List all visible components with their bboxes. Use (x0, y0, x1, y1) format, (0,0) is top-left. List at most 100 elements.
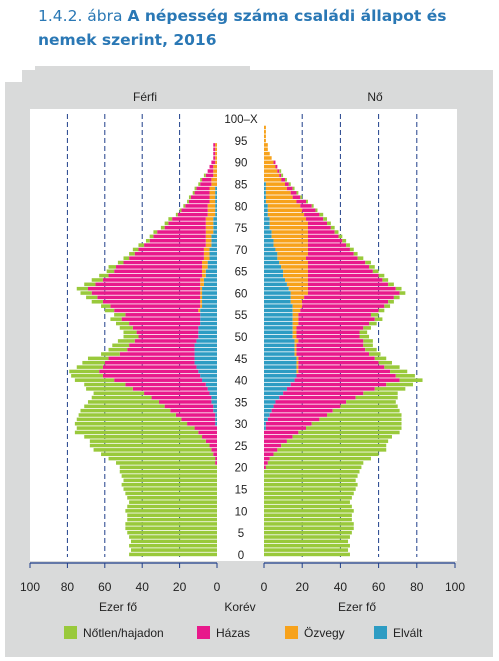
bar-male-single (179, 208, 182, 213)
bar-male-divorced (215, 208, 217, 213)
bar-female-widowed (277, 256, 307, 260)
bar-male-married (190, 195, 210, 199)
x-tick-label-female: 60 (372, 580, 386, 594)
bar-male-single (188, 195, 191, 199)
bar-male-single (183, 204, 186, 208)
bar-male-single (138, 243, 145, 247)
bar-male-widowed (202, 265, 208, 269)
bar-male-married (209, 443, 217, 448)
bar-female-married (307, 269, 373, 274)
bar-male-married (138, 334, 199, 339)
bar-male-single (117, 339, 135, 343)
bar-male-widowed (202, 273, 206, 278)
bar-female-single (370, 313, 379, 317)
bar-female-single (264, 526, 354, 531)
bar-male-divorced (198, 369, 217, 374)
bar-female-single (281, 443, 387, 448)
bar-male-divorced (209, 256, 217, 260)
bar-male-widowed (203, 247, 210, 252)
bar-male-widowed (207, 212, 216, 217)
bar-female-married (307, 243, 347, 247)
bar-male-single (129, 552, 217, 557)
legend: Nőtlen/hajadon Házas Özvegy Elvált (64, 626, 423, 640)
bar-female-married (264, 452, 274, 457)
bar-female-divorced (264, 260, 280, 265)
bar-male-divorced (202, 291, 217, 295)
bar-female-single (264, 500, 350, 504)
bar-female-married (265, 421, 312, 426)
figure-title: 1.4.2. ábra A népesség száma családi áll… (38, 4, 478, 52)
bar-female-widowed (265, 191, 291, 195)
bar-female-single (267, 461, 364, 465)
bar-female-single (264, 548, 349, 552)
bar-female-divorced (264, 313, 293, 317)
bar-male-married (95, 282, 201, 287)
bar-male-married (168, 221, 206, 226)
bar-male-widowed (203, 252, 210, 256)
bar-female-married (302, 299, 389, 304)
bar-male-married (215, 456, 217, 461)
bar-male-single (76, 286, 88, 291)
bar-male-single (123, 330, 137, 335)
legend-swatch-single (64, 626, 77, 639)
bar-male-single (82, 360, 105, 365)
bar-female-widowed (264, 173, 280, 178)
bar-male-divorced (198, 326, 217, 330)
bar-female-single (264, 522, 354, 526)
bar-female-single (369, 352, 381, 356)
legend-swatch-married (197, 626, 210, 639)
bar-female-single (311, 204, 314, 208)
bar-male-divorced (215, 212, 217, 217)
bar-male-single (108, 347, 128, 352)
bar-female-widowed (292, 334, 297, 339)
bar-male-single (117, 260, 124, 265)
x-tick-label-male: 60 (98, 580, 112, 594)
bar-male-divorced (200, 313, 217, 317)
bar-female-widowed (264, 160, 274, 165)
bar-female-divorced (264, 413, 270, 417)
bar-female-married (296, 352, 370, 356)
age-tick-label: 85 (235, 180, 248, 192)
bar-male-married (132, 326, 199, 330)
bar-female-divorced (264, 208, 268, 213)
bar-female-single (264, 478, 356, 483)
x-tick-label-male: 0 (214, 580, 221, 594)
bar-female-single (269, 456, 371, 461)
x-tick-label-male: 100 (20, 580, 40, 594)
bar-female-divorced (264, 278, 286, 282)
bar-female-married (298, 369, 391, 374)
bar-male-married (136, 330, 199, 335)
age-tick-label: 35 (235, 397, 248, 409)
bar-female-single (265, 465, 362, 470)
bar-male-married (102, 278, 201, 282)
bar-female-married (306, 256, 358, 260)
bar-male-married (170, 408, 214, 413)
bar-male-married (99, 369, 199, 374)
bar-male-single (86, 295, 98, 300)
bar-female-married (298, 356, 375, 361)
bar-male-single (119, 465, 217, 470)
bar-female-married (264, 439, 287, 443)
bar-female-widowed (267, 204, 301, 208)
bar-male-single (116, 321, 130, 326)
bar-female-widowed (294, 352, 297, 356)
bar-male-single (125, 509, 217, 513)
bar-female-married (273, 160, 276, 165)
male-bars (69, 143, 217, 557)
x-tick-label-female: 0 (261, 580, 268, 594)
bar-male-divorced (215, 204, 217, 208)
bar-male-single (127, 517, 217, 522)
bar-male-married (91, 291, 201, 295)
bar-female-single (346, 400, 396, 404)
bar-male-married (188, 199, 210, 204)
bar-male-married (151, 395, 212, 400)
bar-female-married (302, 208, 316, 213)
bar-female-widowed (264, 134, 266, 138)
bar-male-widowed (205, 225, 214, 230)
bar-female-divorced (264, 286, 289, 291)
bar-female-single (388, 282, 394, 287)
bar-male-divorced (213, 408, 217, 413)
bar-female-single (311, 421, 402, 426)
bar-female-single (369, 265, 375, 269)
bar-male-married (114, 269, 203, 274)
